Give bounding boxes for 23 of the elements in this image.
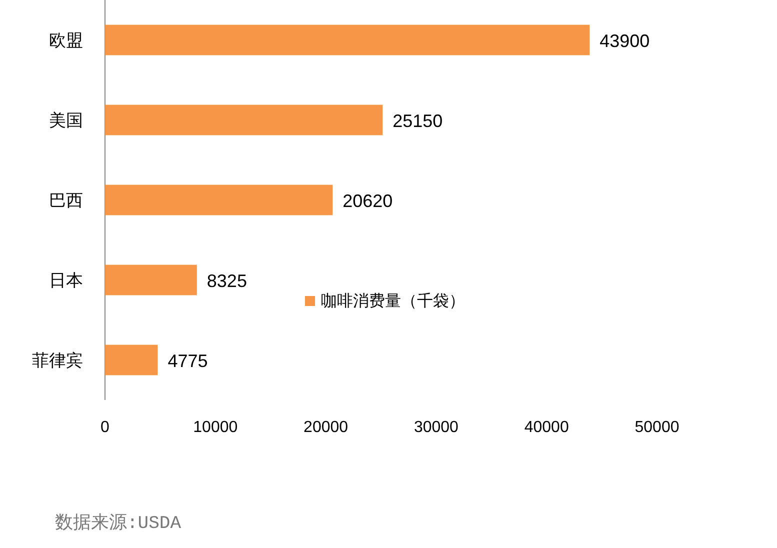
x-tick-label: 20000 [304, 419, 348, 436]
bar [105, 24, 590, 56]
data-label: 25150 [392, 111, 443, 131]
x-tick-label: 50000 [634, 419, 680, 436]
bar [105, 184, 333, 216]
bar [105, 344, 158, 376]
data-label: 8325 [206, 271, 247, 291]
y-tick-label: 美国 [49, 111, 83, 130]
x-tick-label: 40000 [524, 419, 569, 436]
bar [105, 264, 197, 296]
source-note: 数据来源:USDA [55, 513, 182, 534]
x-tick-label: 10000 [193, 419, 238, 436]
data-label: 43900 [600, 31, 650, 51]
y-tick-label: 菲律宾 [32, 351, 83, 370]
legend-label: 咖啡消费量（千袋） [321, 292, 465, 310]
y-tick-label: 欧盟 [49, 31, 83, 50]
y-tick-label: 巴西 [49, 191, 83, 210]
data-label: 20620 [342, 191, 393, 211]
x-tick-label: 30000 [414, 419, 459, 436]
data-label: 4775 [168, 351, 208, 371]
y-tick-label: 日本 [49, 271, 83, 290]
x-tick-label: 0 [100, 419, 110, 436]
bar [105, 104, 383, 136]
